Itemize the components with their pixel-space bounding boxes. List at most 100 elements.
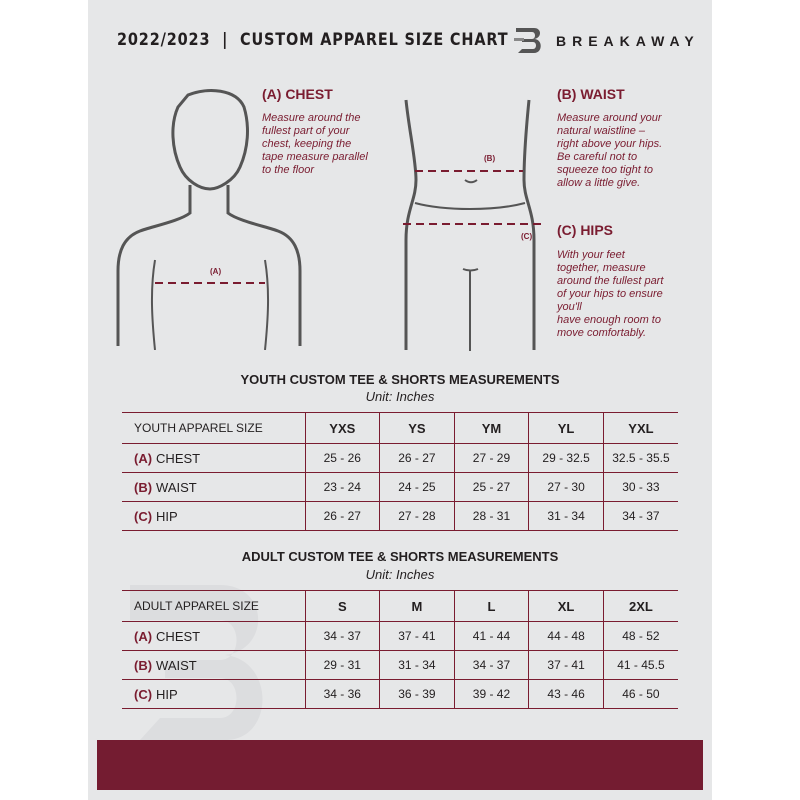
table-header-row: YOUTH APPAREL SIZE YXS YS YM YL YXL — [122, 412, 678, 444]
text-line: natural waistline – — [557, 125, 646, 137]
table-cell: M — [379, 590, 455, 622]
table-cell: 32.5 - 35.5 — [602, 443, 678, 473]
table-cell: 41 - 44 — [453, 621, 529, 651]
table-cell: (A) CHEST — [122, 443, 305, 473]
hips-marker-label: (C) — [521, 232, 533, 241]
table-row: (A) CHEST 34 - 37 37 - 41 41 - 44 44 - 48 48 -… — [122, 621, 678, 651]
table-cell: YOUTH APPAREL SIZE — [122, 412, 305, 444]
table-cell: 34 - 37 — [304, 621, 380, 651]
table-cell: 34 - 36 — [304, 679, 380, 709]
text-line: Measure around your — [557, 112, 662, 124]
table-cell: (B) WAIST — [122, 472, 305, 502]
chest-marker-label: (A) — [210, 267, 222, 276]
table-cell: 46 - 50 — [602, 679, 678, 709]
text-line: With your feet — [557, 249, 625, 261]
text-line: CHEST — [156, 450, 201, 466]
table-row: (B) WAIST 23 - 24 24 - 25 25 - 27 27 - 30 30 -… — [122, 472, 678, 502]
text-line: to the floor — [262, 164, 314, 176]
table-cell: 23 - 24 — [304, 472, 380, 502]
adult-table-title: ADULT CUSTOM TEE & SHORTS MEASUREMENTS — [241, 549, 559, 564]
table-cell: 25 - 27 — [453, 472, 529, 502]
text-line: move comfortably. — [557, 327, 647, 339]
table-cell: 27 - 29 — [453, 443, 529, 473]
table-cell: ADULT APPAREL SIZE — [122, 590, 305, 622]
table-cell: YS — [379, 412, 455, 444]
table-cell: 43 - 46 — [528, 679, 604, 709]
table-cell: (C) HIP — [122, 501, 305, 531]
text-line: HIP — [156, 686, 178, 702]
text-line: together, measure — [557, 262, 646, 274]
measurement-letter: (B) — [134, 657, 153, 673]
table-cell: 30 - 33 — [602, 472, 678, 502]
table-cell: 31 - 34 — [528, 501, 604, 531]
youth-table-title: YOUTH CUSTOM TEE & SHORTS MEASUREMENTS — [240, 372, 560, 387]
upper-body-figure — [116, 89, 302, 350]
text-line: fullest part of your — [262, 125, 350, 137]
table-cell: YM — [453, 412, 529, 444]
table-row: (C) HIP 34 - 36 36 - 39 39 - 42 43 - 46 46 - 5… — [122, 679, 678, 709]
text-line: have enough room to — [557, 314, 661, 326]
waist-marker-label: (B) — [484, 154, 496, 163]
text-line: Be careful not to — [557, 151, 638, 163]
table-cell: 29 - 32.5 — [528, 443, 604, 473]
table-cell: XL — [528, 590, 604, 622]
text-line: around the fullest part — [557, 275, 664, 287]
text-line: right above your hips. — [557, 138, 663, 150]
table-row: (A) CHEST 25 - 26 26 - 27 27 - 29 29 - 32.5 32… — [122, 443, 678, 473]
text-line: of your hips to ensure — [557, 288, 663, 300]
hips-description: With your feet together, measure around th… — [557, 249, 663, 340]
measurement-letter: (A) — [134, 628, 153, 644]
table-cell: 36 - 39 — [379, 679, 455, 709]
table-cell: YL — [528, 412, 604, 444]
lower-body-figure — [403, 99, 541, 351]
text-line: WAIST — [156, 479, 197, 495]
table-cell: (A) CHEST — [122, 621, 305, 651]
table-cell: 31 - 34 — [379, 650, 455, 680]
table-cell: 37 - 41 — [528, 650, 604, 680]
table-cell: 48 - 52 — [602, 621, 678, 651]
table-row: (B) WAIST 29 - 31 31 - 34 34 - 37 37 - 41 41 -… — [122, 650, 678, 680]
table-cell: 37 - 41 — [379, 621, 455, 651]
table-cell: 2XL — [602, 590, 678, 622]
table-cell: (C) HIP — [122, 679, 305, 709]
text-line: tape measure parallel — [262, 151, 368, 163]
table-cell: 29 - 31 — [304, 650, 380, 680]
table-cell: YXS — [304, 412, 380, 444]
page-title: 2022/2023 | CUSTOM APPAREL SIZE CHART — [117, 30, 509, 50]
text-line: chest, keeping the — [262, 138, 352, 150]
table-cell: 26 - 27 — [304, 501, 380, 531]
measurement-letter: (C) — [134, 508, 153, 524]
text-line: WAIST — [156, 657, 197, 673]
waist-heading: (B) WAIST — [557, 86, 625, 102]
table-cell: (B) WAIST — [122, 650, 305, 680]
table-cell: 34 - 37 — [602, 501, 678, 531]
table-cell: L — [453, 590, 529, 622]
table-cell: 25 - 26 — [304, 443, 380, 473]
breakaway-logo-icon — [514, 28, 541, 53]
table-cell: 44 - 48 — [528, 621, 604, 651]
adult-unit: Unit: Inches — [365, 567, 435, 582]
text-line: Measure around the — [262, 112, 361, 124]
table-cell: 39 - 42 — [453, 679, 529, 709]
text-line: HIP — [156, 508, 178, 524]
table-cell: YXL — [602, 412, 678, 444]
text-line: squeeze too tight to — [557, 164, 654, 176]
chest-heading: (A) CHEST — [262, 86, 333, 102]
youth-size-table: YOUTH APPAREL SIZE YXS YS YM YL YXL (A) CHEST 2… — [122, 412, 678, 531]
brand-name: BREAKAWAY — [556, 33, 700, 49]
hips-heading: (C) HIPS — [557, 222, 613, 238]
table-cell: 24 - 25 — [379, 472, 455, 502]
table-cell: S — [304, 590, 380, 622]
measurement-letter: (B) — [134, 479, 153, 495]
measurement-letter: (A) — [134, 450, 153, 466]
table-cell: 34 - 37 — [453, 650, 529, 680]
table-cell: 26 - 27 — [379, 443, 455, 473]
table-cell: 41 - 45.5 — [602, 650, 678, 680]
text-line: CHEST — [156, 628, 201, 644]
measurement-letter: (C) — [134, 686, 153, 702]
text-line: you'll — [557, 301, 582, 313]
table-row: (C) HIP 26 - 27 27 - 28 28 - 31 31 - 34 34 - 3… — [122, 501, 678, 531]
table-cell: 27 - 28 — [379, 501, 455, 531]
table-cell: 27 - 30 — [528, 472, 604, 502]
table-cell: 28 - 31 — [453, 501, 529, 531]
